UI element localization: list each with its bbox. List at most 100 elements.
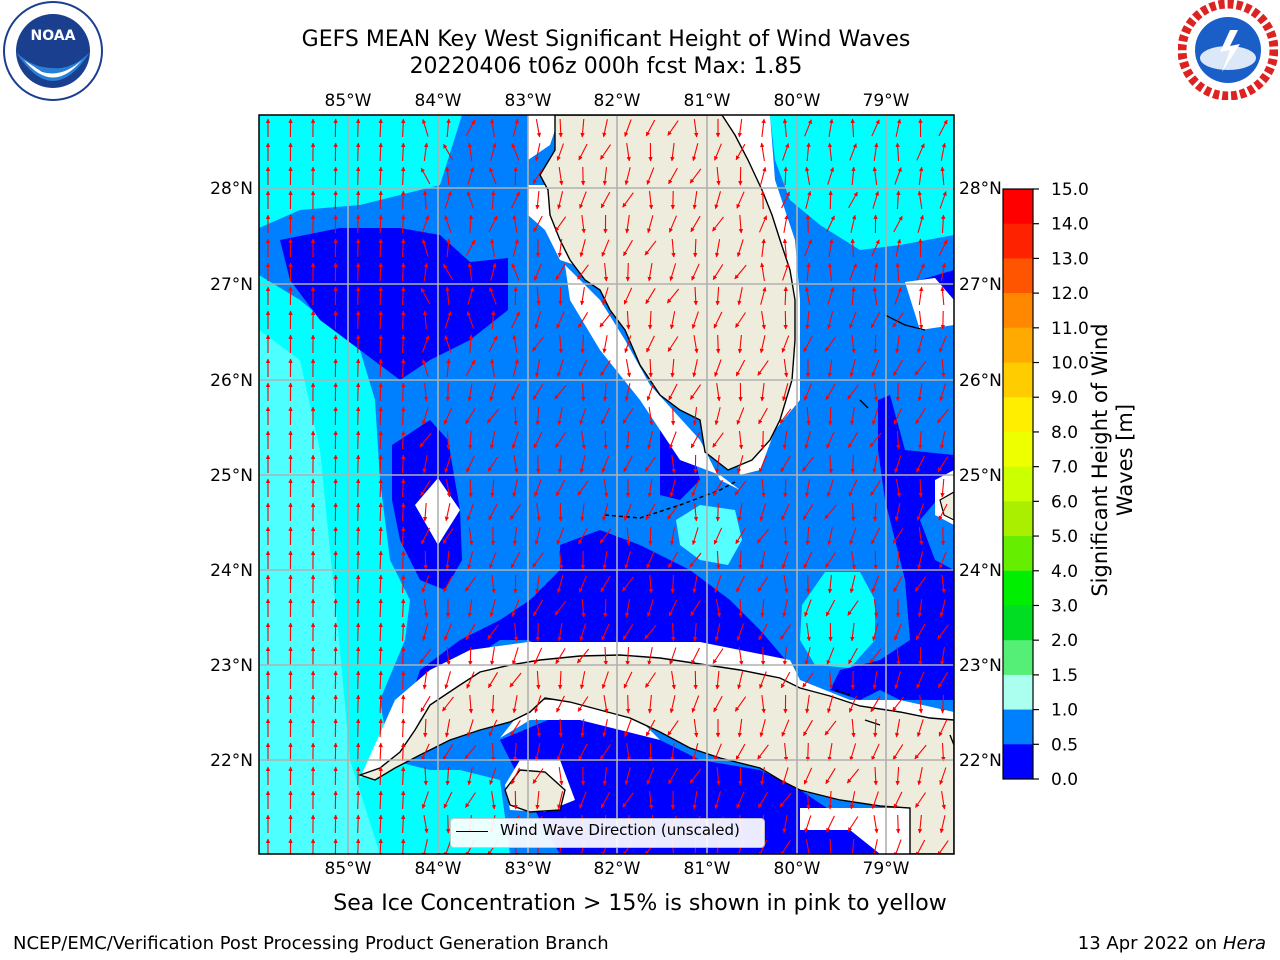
- wind-wave-arrow: [355, 814, 361, 834]
- wind-wave-arrow: [420, 287, 431, 305]
- wind-wave-arrow: [783, 526, 788, 546]
- wind-wave-arrow: [941, 791, 946, 810]
- footer-credit: NCEP/EMC/Verification Post Processing Pr…: [13, 933, 609, 954]
- wind-wave-arrow: [468, 214, 474, 234]
- colorbar-tick-label: 11.0: [1051, 319, 1089, 339]
- wind-wave-arrow: [423, 766, 428, 786]
- wind-wave-arrow: [401, 286, 406, 306]
- wind-wave-arrow: [487, 456, 499, 472]
- wind-wave-arrow: [624, 503, 632, 521]
- wind-wave-arrow: [734, 480, 747, 496]
- wind-wave-arrow: [581, 598, 586, 618]
- wind-wave-arrow: [804, 166, 811, 185]
- wind-wave-arrow: [689, 384, 702, 400]
- wind-wave-arrow: [828, 838, 833, 854]
- wind-wave-arrow: [670, 743, 675, 762]
- wind-wave-arrow: [759, 719, 766, 738]
- wind-wave-arrow: [666, 288, 680, 304]
- wind-wave-arrow: [667, 720, 679, 736]
- wind-wave-arrow: [623, 287, 633, 305]
- wind-wave-arrow: [378, 430, 383, 450]
- wind-wave-arrow: [715, 599, 722, 618]
- wind-wave-arrow: [917, 190, 923, 209]
- wind-wave-arrow: [534, 743, 541, 762]
- wind-wave-arrow: [490, 694, 495, 714]
- wind-wave-arrow: [558, 670, 563, 690]
- wind-wave-arrow: [355, 142, 361, 162]
- lat-tick-label: 25°N: [210, 466, 253, 486]
- wind-wave-arrow: [940, 166, 945, 186]
- wind-wave-arrow: [805, 695, 810, 714]
- wind-wave-arrow: [737, 671, 744, 690]
- lat-tick-label: 23°N: [959, 656, 1002, 676]
- wind-wave-arrow: [940, 286, 945, 306]
- wind-wave-arrow: [894, 671, 902, 690]
- wind-wave-arrow: [535, 406, 540, 426]
- wind-wave-arrow: [600, 191, 611, 209]
- wind-wave-arrow: [624, 719, 632, 737]
- wind-wave-arrow: [691, 263, 700, 281]
- wind-wave-arrow: [736, 623, 745, 641]
- colorbar-tick-label: 8.0: [1051, 423, 1078, 443]
- wind-wave-arrow: [669, 263, 677, 282]
- wind-wave-arrow: [804, 647, 811, 666]
- colorbar-tick-label: 14.0: [1051, 215, 1089, 235]
- wind-wave-arrow: [624, 599, 631, 618]
- wind-wave-arrow: [692, 407, 698, 426]
- wind-wave-arrow: [692, 191, 698, 210]
- wind-wave-arrow: [761, 311, 766, 330]
- wind-wave-arrow: [895, 118, 902, 137]
- wind-wave-arrow: [625, 646, 630, 666]
- wind-wave-arrow: [847, 432, 859, 449]
- wind-wave-arrow: [444, 671, 452, 690]
- land-isla-juventud: [504, 769, 566, 813]
- wind-wave-arrow: [491, 310, 496, 330]
- footer-date: 13 Apr 2022 on Hera: [1078, 933, 1266, 954]
- wind-wave-arrow: [468, 478, 473, 498]
- wind-wave-arrow: [779, 624, 792, 640]
- wind-wave-arrow: [760, 262, 765, 281]
- wind-wave-arrow: [490, 478, 495, 498]
- wind-wave-arrow: [782, 383, 789, 402]
- wind-wave-arrow: [914, 744, 927, 760]
- wind-wave-arrow: [644, 240, 657, 256]
- wind-wave-arrow: [895, 766, 900, 786]
- wind-wave-arrow: [693, 719, 699, 738]
- wind-wave-arrow: [894, 503, 901, 522]
- wind-wave-arrow: [714, 407, 721, 426]
- wind-wave-arrow: [667, 552, 679, 569]
- wind-wave-arrow: [916, 455, 925, 473]
- wind-wave-arrows: [265, 118, 950, 854]
- wind-wave-arrow: [806, 623, 811, 642]
- wind-wave-arrow: [467, 551, 474, 570]
- wind-wave-arrow: [580, 503, 585, 522]
- wind-wave-arrow: [781, 767, 789, 786]
- wind-wave-arrow: [915, 408, 926, 425]
- wind-wave-arrow: [669, 695, 676, 714]
- wind-wave-arrow: [914, 360, 927, 376]
- wind-wave-arrow: [737, 455, 744, 474]
- wind-wave-arrow: [468, 334, 474, 354]
- wind-wave-arrow: [671, 238, 676, 258]
- wind-wave-arrow: [355, 550, 361, 570]
- lat-tick-label: 22°N: [210, 751, 253, 771]
- wind-wave-arrow: [419, 648, 432, 664]
- wind-wave-arrow: [464, 744, 477, 760]
- colorbar-segment: [1003, 293, 1033, 329]
- wind-wave-arrow: [756, 528, 770, 544]
- wind-wave-arrow: [355, 358, 361, 378]
- wind-wave-arrow: [401, 766, 406, 786]
- wind-wave-arrow: [825, 383, 836, 401]
- wind-wave-arrow: [715, 502, 721, 522]
- wind-wave-arrow: [603, 479, 609, 498]
- wind-wave-arrow: [667, 120, 679, 136]
- wind-wave-arrow: [738, 598, 743, 618]
- wind-wave-arrow: [738, 550, 743, 570]
- wind-wave-arrow: [467, 262, 473, 281]
- wind-wave-arrow: [533, 431, 543, 449]
- wind-wave-arrow: [378, 622, 383, 642]
- wind-wave-arrow: [444, 623, 452, 641]
- wind-wave-arrow: [892, 744, 904, 760]
- wind-wave-arrow: [468, 694, 474, 714]
- colorbar-tick-label: 6.0: [1051, 492, 1078, 512]
